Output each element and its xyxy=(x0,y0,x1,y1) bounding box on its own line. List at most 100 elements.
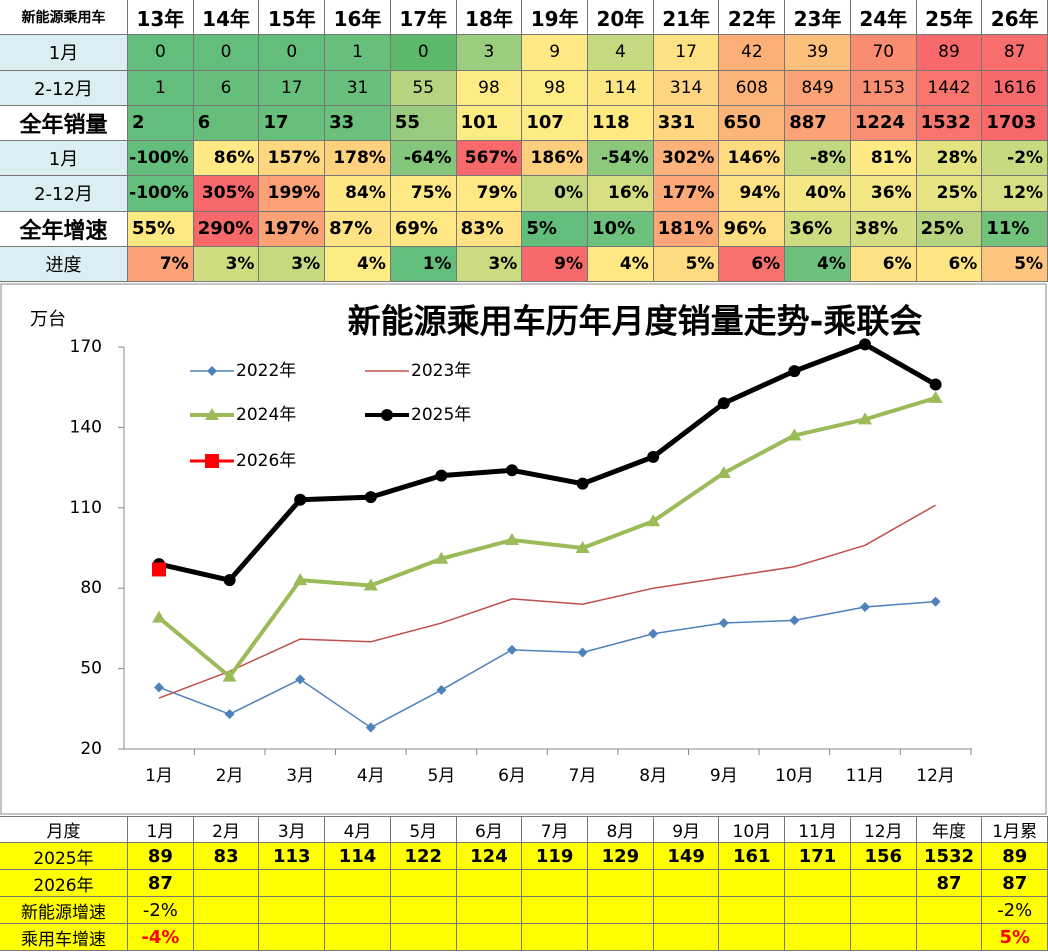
x-tick-label: 7月 xyxy=(569,766,597,786)
table-cell: 55 xyxy=(390,70,457,106)
x-tick-label: 9月 xyxy=(710,766,738,786)
table-cell: 331 xyxy=(653,105,720,141)
table-cell: 5% xyxy=(522,211,589,247)
table-cell: 87 xyxy=(916,870,983,897)
table-cell: 113 xyxy=(259,843,326,870)
table-cell: 302% xyxy=(653,141,720,177)
table-cell: 4% xyxy=(325,246,391,282)
table-cell: 17 xyxy=(259,70,326,106)
table-cell: 1532 xyxy=(916,105,983,141)
row-label: 新能源增速 xyxy=(0,897,128,924)
chart-title: 新能源乘用车历年月度销量走势-乘联会 xyxy=(348,302,923,341)
x-tick-label: 10月 xyxy=(775,766,814,786)
x-tick-label: 4月 xyxy=(357,766,385,786)
table-cell xyxy=(259,870,326,897)
data-point xyxy=(788,365,801,378)
table-cell: -2% xyxy=(982,897,1048,924)
header-cell: 25年 xyxy=(916,0,983,36)
table-cell xyxy=(522,924,589,951)
data-point xyxy=(859,338,871,351)
header-cell: 19年 xyxy=(522,0,589,36)
data-point xyxy=(224,709,235,720)
table-cell: 1 xyxy=(325,35,391,71)
table-cell: 3 xyxy=(456,35,523,71)
table-cell: 650 xyxy=(719,105,786,141)
table-cell xyxy=(785,924,851,951)
table-cell: 101 xyxy=(456,105,523,141)
table-cell xyxy=(719,924,786,951)
x-tick-label: 5月 xyxy=(427,766,455,786)
header-cell: 9月 xyxy=(653,816,720,843)
table-cell: 16% xyxy=(588,176,654,212)
table-cell: 7% xyxy=(128,246,194,282)
table-cell: 4% xyxy=(588,246,654,282)
table-cell: 199% xyxy=(259,176,326,212)
table-cell: 87 xyxy=(128,870,194,897)
table-cell xyxy=(588,870,654,897)
data-point xyxy=(577,647,588,658)
header-cell: 18年 xyxy=(456,0,523,36)
table-cell: 1224 xyxy=(850,105,917,141)
table-cell xyxy=(588,897,654,924)
y-tick-label: 20 xyxy=(80,739,102,759)
header-cell: 26年 xyxy=(982,0,1048,36)
table-cell xyxy=(193,897,260,924)
table-cell: 129 xyxy=(588,843,654,870)
data-point xyxy=(575,541,590,553)
table-cell xyxy=(259,897,326,924)
table-cell: 87% xyxy=(325,211,391,247)
table-cell: 4% xyxy=(785,246,851,282)
legend-marker xyxy=(207,366,217,376)
x-tick-label: 11月 xyxy=(846,766,885,786)
data-point xyxy=(364,491,377,504)
table-cell: 39 xyxy=(785,35,851,71)
table-cell: 11% xyxy=(982,211,1048,247)
x-tick-label: 6月 xyxy=(498,766,526,786)
header-cell: 13年 xyxy=(128,0,194,36)
table-cell xyxy=(785,897,851,924)
header-cell: 6月 xyxy=(456,816,523,843)
series-line xyxy=(158,341,937,583)
table-cell: 171 xyxy=(785,843,851,870)
table-cell: 1442 xyxy=(916,70,983,106)
table-cell: 89 xyxy=(128,843,194,870)
table-cell: 83% xyxy=(456,211,523,247)
data-point xyxy=(222,669,237,682)
table-cell: 305% xyxy=(193,176,260,212)
data-point xyxy=(435,469,448,482)
table-cell: 4 xyxy=(588,35,654,71)
table-cell xyxy=(588,924,654,951)
table-cell: 28% xyxy=(916,141,983,177)
data-point xyxy=(152,610,166,623)
table-cell: 17 xyxy=(653,35,720,71)
header-cell: 11月 xyxy=(785,816,851,843)
table-cell: 94% xyxy=(719,176,786,212)
y-tick-label: 80 xyxy=(80,578,102,598)
header-cell: 3月 xyxy=(259,816,326,843)
data-point xyxy=(718,618,729,629)
table-cell: 0 xyxy=(193,35,260,71)
table-cell: -8% xyxy=(785,141,851,177)
table-cell: 314 xyxy=(653,70,720,106)
header-cell: 1月 xyxy=(128,816,194,843)
table-cell: 40% xyxy=(785,176,851,212)
table-cell: 87 xyxy=(982,870,1048,897)
table-cell xyxy=(785,870,851,897)
data-point xyxy=(717,397,730,410)
header-cell: 15年 xyxy=(259,0,326,36)
table-cell xyxy=(390,870,457,897)
table-cell: 1153 xyxy=(850,70,917,106)
table-cell: 567% xyxy=(456,141,523,177)
header-cell: 1月累 xyxy=(982,816,1048,843)
header-cell: 4月 xyxy=(325,816,391,843)
header-cell: 7月 xyxy=(522,816,589,843)
table-cell: 1703 xyxy=(982,105,1048,141)
table-cell: 55% xyxy=(128,211,194,247)
table-cell xyxy=(522,897,589,924)
table-cell: -100% xyxy=(128,141,194,177)
table-cell: 10% xyxy=(588,211,654,247)
table-cell: 69% xyxy=(390,211,457,247)
table-cell: 849 xyxy=(785,70,851,106)
header-cell: 21年 xyxy=(653,0,720,36)
